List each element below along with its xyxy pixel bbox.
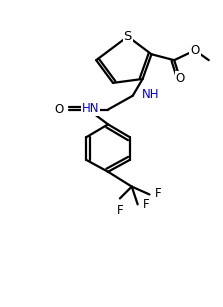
Text: S: S — [124, 30, 132, 43]
Text: O: O — [190, 44, 200, 57]
Text: NH: NH — [142, 88, 159, 101]
Text: F: F — [117, 204, 123, 217]
Text: F: F — [142, 198, 149, 211]
Text: O: O — [176, 72, 185, 85]
Text: HN: HN — [82, 102, 99, 115]
Text: O: O — [54, 103, 64, 116]
Text: F: F — [155, 187, 161, 200]
